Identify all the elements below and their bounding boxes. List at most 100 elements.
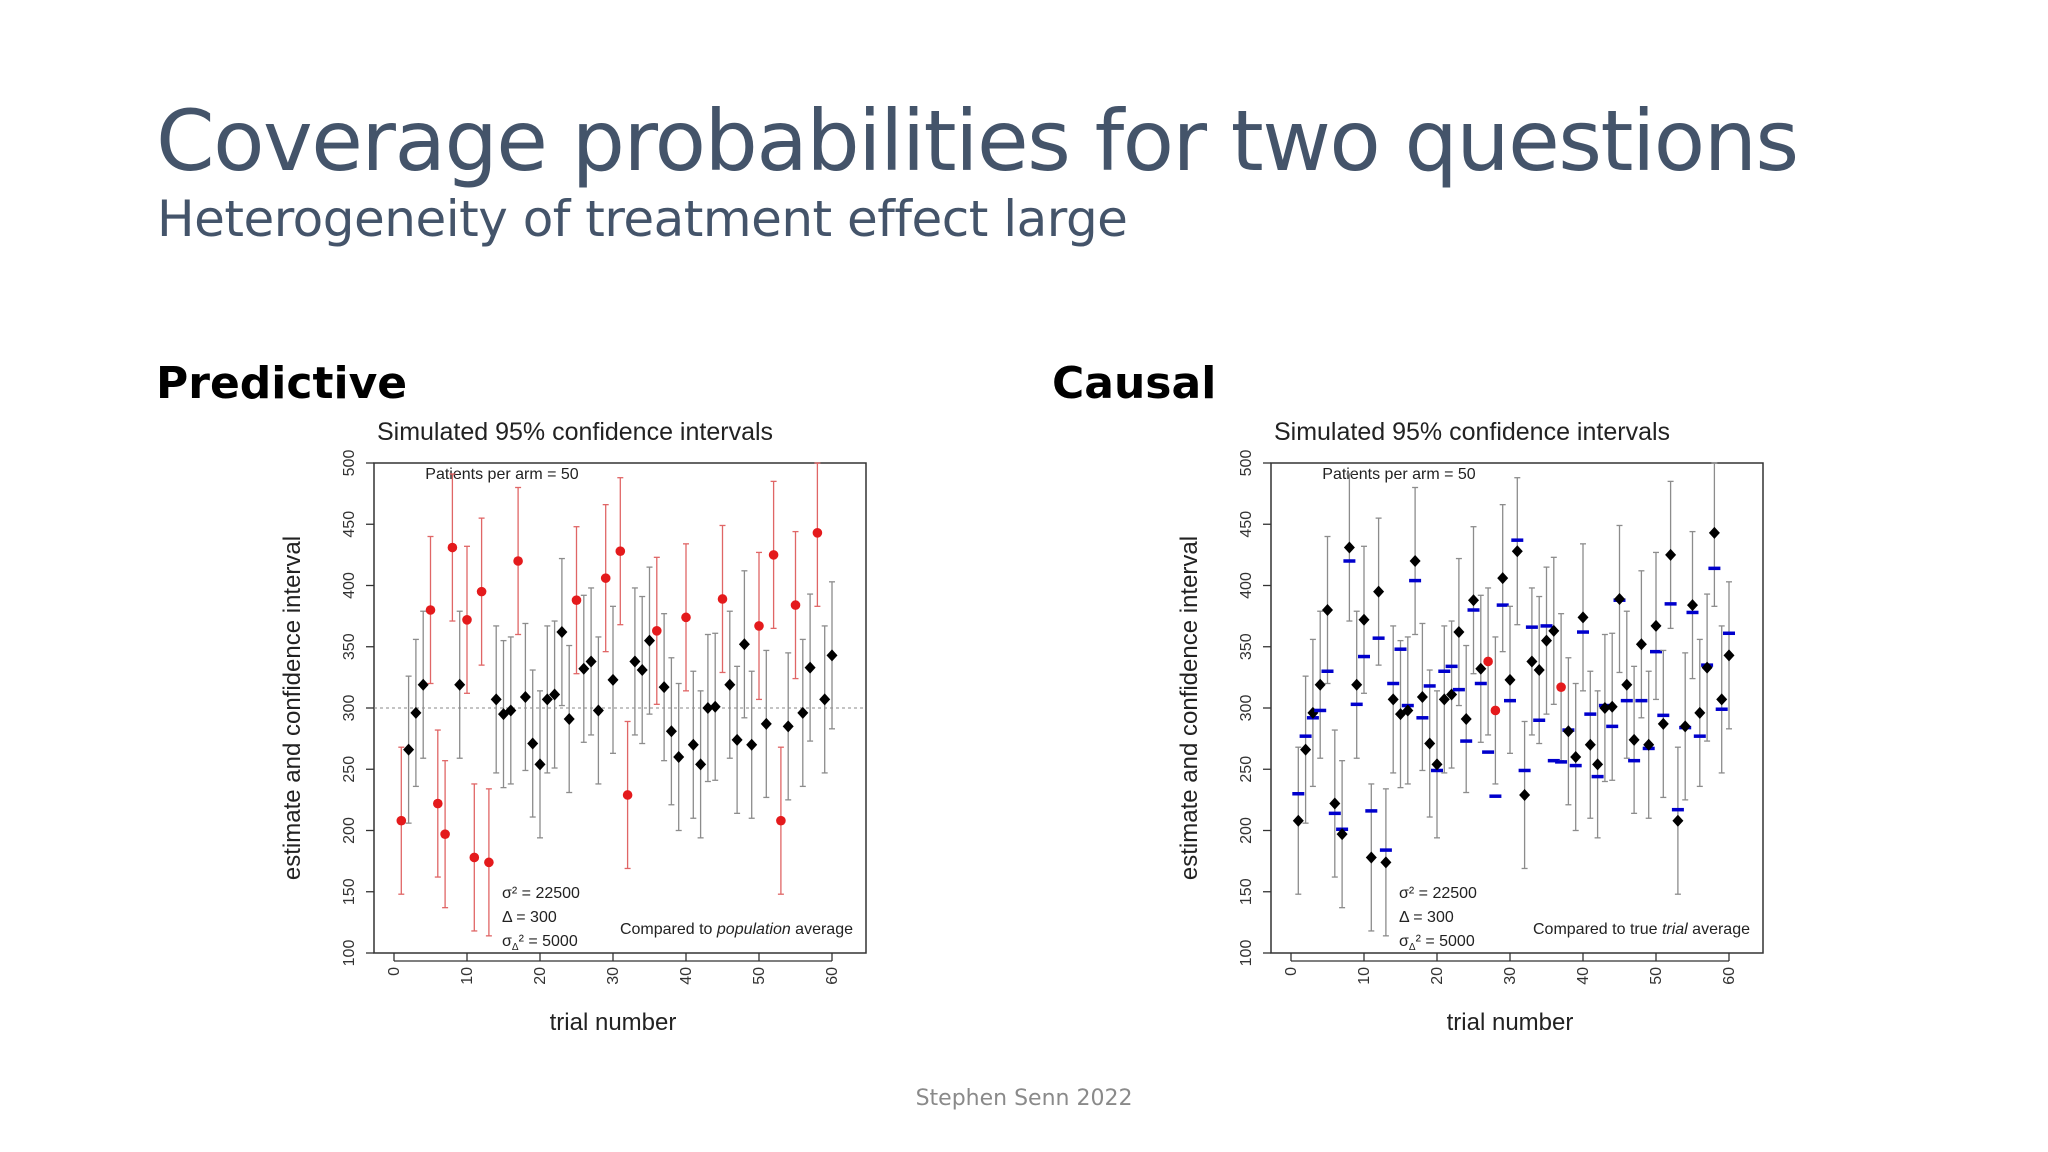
- estimate-point-not-covered: [812, 528, 823, 538]
- estimate-point-covered: [819, 693, 831, 706]
- chart-title: Simulated 95% confidence intervals: [377, 418, 773, 446]
- y-tick-label: 500: [341, 450, 358, 477]
- estimate-point-covered: [541, 693, 553, 706]
- estimate-point-covered: [1511, 545, 1523, 558]
- estimate-point-covered: [804, 661, 816, 674]
- estimate-point-covered: [1292, 814, 1304, 827]
- causal-chart-panel: Simulated 95% confidence intervals Patien…: [1167, 410, 1767, 1050]
- estimate-point-covered: [1343, 541, 1355, 554]
- y-tick-label: 400: [341, 572, 358, 599]
- estimate-point-covered: [519, 690, 531, 703]
- estimate-point-covered: [1592, 758, 1604, 771]
- estimate-point-covered: [578, 662, 590, 675]
- estimate-point-covered: [1446, 688, 1458, 701]
- estimate-point-covered: [1665, 548, 1677, 561]
- estimate-point-not-covered: [615, 546, 626, 556]
- y-tick-label: 350: [341, 633, 358, 660]
- estimate-point-covered: [585, 655, 597, 668]
- estimate-point-not-covered: [396, 815, 407, 826]
- estimate-point-covered: [1701, 661, 1713, 674]
- y-tick-label: 200: [341, 817, 358, 844]
- y-tick-label: 200: [1238, 817, 1255, 844]
- x-tick-label: 40: [1575, 967, 1592, 985]
- y-tick-label: 450: [341, 511, 358, 538]
- estimate-point-covered: [1584, 738, 1596, 751]
- y-tick-label: 350: [1238, 633, 1255, 660]
- estimate-point-covered: [1541, 634, 1552, 647]
- stat-sigma-sq: σ² = 22500: [1399, 885, 1477, 902]
- estimate-point-not-covered: [447, 542, 458, 553]
- estimate-point-covered: [607, 673, 619, 686]
- stat-sigma-delta-sq: σΔ² = 5000: [502, 933, 578, 953]
- estimate-point-covered: [1694, 706, 1706, 719]
- estimate-point-covered: [592, 704, 604, 717]
- estimate-point-covered: [1314, 678, 1326, 691]
- estimate-point-covered: [1577, 611, 1589, 624]
- estimate-point-covered: [1402, 704, 1414, 717]
- estimate-point-covered: [687, 738, 699, 751]
- estimate-point-not-covered: [1490, 705, 1501, 716]
- chart-title: Simulated 95% confidence intervals: [1274, 418, 1670, 446]
- estimate-point-covered: [644, 634, 655, 647]
- estimate-point-covered: [709, 700, 721, 713]
- estimate-point-covered: [1562, 725, 1574, 738]
- x-tick-label: 30: [1502, 967, 1519, 985]
- x-tick-label: 60: [1721, 967, 1738, 985]
- estimate-point-covered: [1657, 717, 1669, 730]
- estimate-point-not-covered: [1556, 682, 1566, 692]
- causal-heading: Causal: [1052, 358, 1217, 409]
- estimate-point-covered: [1708, 526, 1720, 539]
- y-axis-label: estimate and confidence interval: [279, 536, 306, 880]
- estimate-point-not-covered: [484, 857, 494, 868]
- y-tick-label: 250: [341, 756, 358, 783]
- estimate-point-covered: [490, 693, 502, 706]
- y-tick-label: 300: [1238, 695, 1255, 722]
- estimate-point-not-covered: [440, 829, 450, 839]
- chart-annotation: Compared to population average: [620, 921, 853, 938]
- estimate-point-covered: [724, 678, 736, 691]
- x-tick-label: 10: [459, 967, 476, 985]
- x-tick-label: 50: [1648, 967, 1665, 985]
- y-tick-label: 500: [1238, 450, 1255, 477]
- estimate-point-covered: [1300, 743, 1312, 756]
- estimate-point-covered: [1453, 626, 1465, 639]
- y-tick-label: 300: [341, 695, 358, 722]
- estimate-point-covered: [1460, 713, 1472, 726]
- x-tick-label: 20: [532, 967, 549, 985]
- estimate-point-covered: [731, 733, 743, 746]
- estimate-point-not-covered: [622, 790, 633, 800]
- estimate-point-not-covered: [790, 600, 801, 610]
- estimate-point-covered: [534, 758, 546, 771]
- slide-subtitle: Heterogeneity of treatment effect large: [157, 190, 1128, 248]
- chart-annotation: Compared to true trial average: [1533, 921, 1750, 938]
- estimate-point-covered: [563, 713, 575, 726]
- x-tick-label: 0: [386, 967, 403, 976]
- estimate-point-covered: [1424, 737, 1436, 750]
- stat-delta: Δ = 300: [1399, 909, 1454, 926]
- estimate-point-covered: [1526, 655, 1538, 668]
- estimate-point-covered: [738, 638, 750, 651]
- estimate-point-covered: [556, 626, 568, 639]
- estimate-point-not-covered: [433, 798, 443, 809]
- estimate-point-covered: [673, 751, 685, 763]
- stat-sigma-sq: σ² = 22500: [502, 885, 580, 902]
- estimate-point-covered: [797, 706, 809, 719]
- y-tick-label: 450: [1238, 511, 1255, 538]
- estimate-point-covered: [1358, 613, 1370, 626]
- estimate-point-covered: [746, 738, 758, 751]
- estimate-point-covered: [665, 725, 677, 738]
- x-tick-label: 60: [824, 967, 841, 985]
- estimate-point-covered: [549, 688, 561, 701]
- predictive-chart-panel: Simulated 95% confidence intervals Patien…: [270, 410, 870, 1050]
- estimate-point-covered: [629, 655, 641, 668]
- estimate-point-covered: [1621, 678, 1633, 691]
- y-tick-label: 100: [1238, 940, 1255, 967]
- estimate-point-covered: [1504, 673, 1516, 686]
- estimate-point-covered: [1533, 664, 1545, 677]
- estimate-point-not-covered: [462, 615, 472, 625]
- estimate-point-covered: [1628, 733, 1640, 746]
- estimate-point-not-covered: [776, 815, 786, 826]
- estimate-point-covered: [1468, 594, 1479, 607]
- estimate-point-covered: [1380, 856, 1392, 869]
- estimate-point-covered: [417, 678, 429, 691]
